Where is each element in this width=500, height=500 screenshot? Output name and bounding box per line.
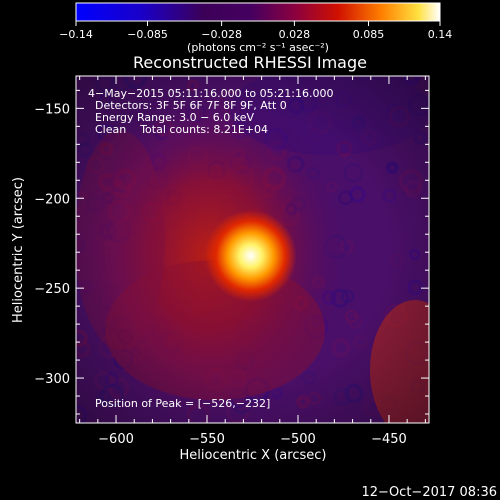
peak-position-text: Position of Peak = [−526,−232] — [95, 397, 270, 410]
colorbar-axis: −0.14 −0.085 −0.028 0.028 0.085 0.14 — [59, 21, 452, 41]
colorbar-tick-label: 0.14 — [428, 28, 453, 41]
x-axis: −600 −550 −500 −450 — [79, 76, 426, 447]
y-tick-label: −150 — [34, 102, 70, 117]
detectors-text: Detectors: 3F 5F 6F 7F 8F 9F, Att 0 — [95, 99, 287, 112]
y-tick-label: −300 — [34, 372, 70, 387]
plot-frame — [75, 75, 430, 424]
y-axis: −150 −200 −250 −300 — [34, 89, 429, 415]
x-tick-label: −550 — [189, 432, 225, 447]
y-tick-label: −200 — [34, 192, 70, 207]
time-range-text: 4−May−2015 05:11:16.000 to 05:21:16.000 — [88, 87, 334, 100]
x-tick-label: −500 — [280, 432, 316, 447]
x-axis-label: Heliocentric X (arcsec) — [180, 448, 327, 463]
annotation-block: 4−May−2015 05:11:16.000 to 05:21:16.000 … — [88, 87, 334, 136]
colorbar-tick-label: −0.085 — [127, 28, 168, 41]
y-tick-label: −250 — [34, 282, 70, 297]
image-area — [76, 76, 429, 423]
x-tick-label: −450 — [371, 432, 407, 447]
colorbar-tick-label: 0.028 — [279, 28, 311, 41]
colorbar-unit-label: (photons cm⁻² s⁻¹ asec⁻²) — [187, 41, 329, 54]
x-tick-label: −600 — [98, 432, 134, 447]
colorbar-tick-label: −0.028 — [201, 28, 242, 41]
energy-range-text: Energy Range: 3.0 − 6.0 keV — [95, 111, 255, 124]
clean-counts-text: Clean Total counts: 8.21E+04 — [95, 123, 268, 136]
colorbar-tick-label: −0.14 — [59, 28, 93, 41]
colorbar — [75, 2, 441, 22]
footer-timestamp: 12−Oct−2017 08:36 — [362, 485, 497, 500]
colorbar-tick-label: 0.085 — [353, 28, 385, 41]
chart-title: Reconstructed RHESSI Image — [133, 53, 367, 72]
y-axis-label: Heliocentric Y (arcsec) — [11, 177, 26, 323]
